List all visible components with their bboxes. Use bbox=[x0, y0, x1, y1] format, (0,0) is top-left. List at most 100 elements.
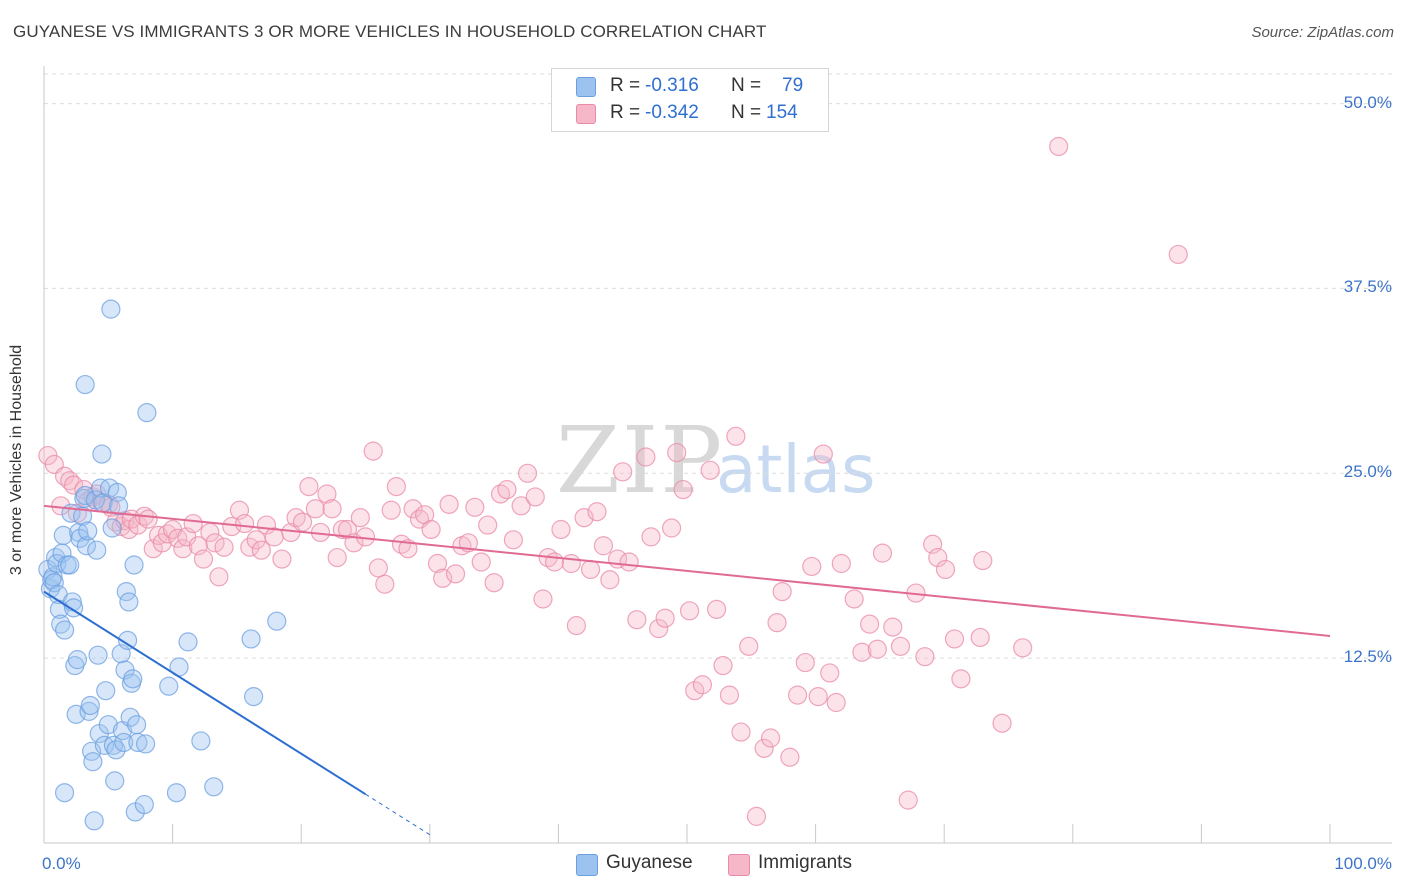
bottom-legend: Guyanese Immigrants bbox=[0, 852, 1406, 878]
grid-lines bbox=[44, 73, 1392, 659]
immigrants-point bbox=[713, 655, 733, 676]
guyanese-point bbox=[191, 731, 211, 751]
immigrants-point bbox=[719, 685, 740, 705]
guyanese-point bbox=[75, 485, 95, 506]
guyanese-point bbox=[117, 630, 138, 650]
immigrants-point bbox=[627, 610, 647, 630]
axes bbox=[43, 66, 1392, 844]
immigrants-point bbox=[915, 647, 935, 667]
immigrants-point bbox=[867, 639, 887, 659]
guyanese-point bbox=[101, 299, 121, 319]
legend-swatch-immigrants bbox=[576, 104, 596, 124]
guyanese-point bbox=[85, 490, 106, 510]
immigrants-point bbox=[205, 533, 225, 553]
legend-n-label: N = bbox=[731, 102, 762, 123]
immigrants-point bbox=[944, 629, 965, 649]
immigrants-point bbox=[381, 500, 401, 520]
immigrants-point bbox=[826, 692, 846, 713]
immigrants-point bbox=[767, 613, 787, 633]
immigrants-point bbox=[731, 722, 751, 742]
immigrants-point bbox=[433, 568, 453, 588]
y-tick-label: 37.5% bbox=[1343, 277, 1392, 297]
immigrants-point bbox=[138, 509, 158, 529]
immigrants-point bbox=[813, 444, 833, 464]
immigrants-point bbox=[852, 642, 872, 662]
immigrants-point bbox=[739, 636, 759, 656]
x-tick-min: 0.0% bbox=[42, 854, 81, 873]
bottom-legend-label: Immigrants bbox=[758, 852, 852, 873]
immigrants-point bbox=[445, 564, 466, 584]
guyanese-point bbox=[76, 536, 97, 556]
immigrants-point bbox=[760, 728, 781, 748]
immigrants-point bbox=[890, 636, 911, 656]
guyanese-point bbox=[106, 740, 126, 760]
immigrants-point bbox=[692, 675, 713, 695]
guyanese-point bbox=[159, 676, 179, 696]
immigrants-point bbox=[667, 442, 687, 463]
guyanese-point bbox=[80, 695, 100, 716]
immigrants-point bbox=[403, 499, 423, 519]
immigrants-point bbox=[152, 533, 172, 553]
guyanese-point bbox=[128, 732, 148, 753]
guyanese-point bbox=[166, 783, 187, 803]
immigrants-point bbox=[951, 669, 971, 689]
x-tick-max: 100.0% bbox=[1334, 854, 1392, 873]
guyanese-point bbox=[83, 752, 103, 772]
immigrants-point bbox=[292, 512, 313, 532]
guyanese-point bbox=[92, 444, 112, 464]
watermark-atlas: atlas bbox=[716, 431, 876, 508]
guyanese-point bbox=[108, 496, 129, 516]
guyanese-trend-extension bbox=[365, 793, 431, 836]
immigrants-point bbox=[561, 553, 581, 574]
immigrants-point bbox=[679, 601, 700, 621]
guyanese-point bbox=[123, 669, 143, 689]
legend-n-value: 154 bbox=[766, 102, 798, 123]
immigrants-point bbox=[973, 550, 993, 571]
immigrants-point bbox=[746, 806, 767, 826]
guyanese-point bbox=[204, 777, 224, 797]
y-axis-label: 3 or more Vehicles in Household bbox=[8, 344, 25, 576]
immigrants-point bbox=[375, 574, 395, 594]
guyanese-point bbox=[124, 555, 144, 575]
immigrants-point bbox=[787, 685, 808, 705]
guyanese-point bbox=[98, 715, 118, 735]
immigrants-point bbox=[772, 581, 792, 602]
legend-n-value: 79 bbox=[782, 75, 804, 96]
immigrants-point bbox=[636, 447, 656, 467]
legend-n-label: N = bbox=[731, 75, 762, 96]
immigrants-point bbox=[173, 539, 193, 559]
bottom-legend-label: Guyanese bbox=[606, 852, 693, 873]
guyanese-point bbox=[135, 734, 156, 754]
immigrants-point bbox=[935, 559, 956, 580]
immigrants-point bbox=[1049, 136, 1069, 157]
guyanese-point bbox=[54, 783, 75, 803]
guyanese-point bbox=[134, 794, 154, 815]
immigrants-point bbox=[820, 663, 840, 683]
immigrants-point bbox=[251, 540, 271, 560]
guyanese-point bbox=[105, 771, 125, 791]
legend-r-label: R = bbox=[610, 75, 641, 96]
immigrants-point bbox=[350, 508, 370, 528]
immigrants-point bbox=[685, 681, 705, 701]
immigrants-trend-line bbox=[43, 504, 1331, 637]
immigrants-point bbox=[593, 536, 614, 556]
immigrants-point bbox=[484, 573, 504, 593]
immigrants-point bbox=[673, 479, 693, 500]
immigrants-point bbox=[613, 462, 633, 482]
immigrants-point bbox=[511, 496, 531, 516]
immigrants-point bbox=[503, 530, 523, 550]
bottom-legend-swatch-guyanese bbox=[576, 854, 598, 876]
y-tick-label: 12.5% bbox=[1343, 647, 1392, 667]
immigrants-point bbox=[641, 527, 661, 547]
chart-title: GUYANESE VS IMMIGRANTS 3 OR MORE VEHICLE… bbox=[13, 22, 767, 41]
immigrants-point bbox=[533, 589, 553, 609]
guyanese-point bbox=[54, 620, 75, 640]
guyanese-point bbox=[60, 555, 80, 575]
immigrants-point bbox=[661, 518, 682, 538]
guyanese-point bbox=[88, 645, 108, 665]
guyanese-point bbox=[267, 611, 287, 631]
immigrants-point bbox=[299, 476, 319, 497]
immigrants-point bbox=[808, 686, 828, 707]
immigrants-point bbox=[655, 608, 675, 628]
guyanese-point bbox=[126, 715, 147, 735]
